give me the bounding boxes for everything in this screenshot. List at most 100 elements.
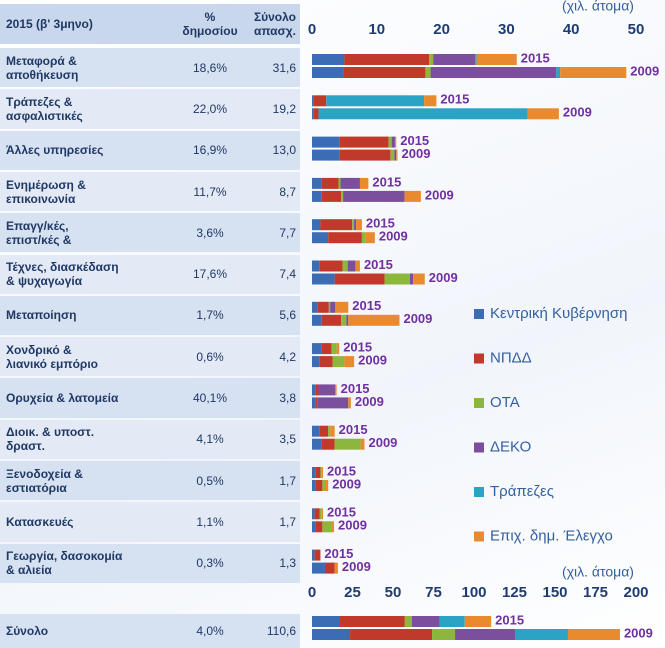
- year-label: 2015: [352, 298, 381, 313]
- bar-segment: [340, 616, 405, 627]
- legend-swatch: [474, 309, 484, 319]
- sector-name: Μεταποίηση: [6, 308, 77, 323]
- bar-segment: [324, 480, 329, 491]
- year-label: 2015: [327, 505, 356, 520]
- bar-segment: [314, 549, 321, 561]
- bar-segment: [439, 616, 465, 627]
- public-share: 1,1%: [196, 514, 224, 529]
- year-label: 2009: [358, 353, 387, 368]
- bar-segment: [312, 136, 340, 148]
- bar-segment: [328, 232, 362, 244]
- legend-label: Τράπεζες: [490, 483, 554, 500]
- year-label: 2015: [343, 340, 372, 355]
- legend-label: Κεντρική Κυβέρνηση: [490, 305, 628, 322]
- bar-segment: [339, 149, 391, 161]
- bar-segment: [464, 616, 492, 627]
- year-label: 2009: [563, 105, 592, 120]
- bar-segment: [384, 273, 410, 285]
- year-label: 2009: [338, 518, 367, 533]
- bar-segment: [319, 425, 329, 437]
- x-tick-label: 100: [461, 584, 486, 601]
- bar-segment: [342, 260, 348, 272]
- legend-label: ΟΤΑ: [490, 394, 520, 411]
- year-label: 2015: [364, 257, 393, 272]
- x-tick-label: 25: [344, 584, 361, 601]
- bar-segment: [394, 149, 397, 161]
- bar-segment: [354, 219, 357, 231]
- x-tick-label: 175: [583, 584, 608, 601]
- total-employment: 3,5: [279, 432, 296, 447]
- bar-segment: [312, 232, 329, 244]
- bar-segment: [317, 301, 329, 313]
- row-background: [0, 378, 300, 418]
- bar-segment: [360, 438, 365, 450]
- public-share: 40,1%: [192, 391, 228, 406]
- bar-segment: [312, 356, 320, 368]
- bar-segment: [527, 108, 559, 120]
- public-share: 22,0%: [192, 101, 228, 116]
- bar-segment: [404, 190, 421, 202]
- bar-segment: [340, 177, 360, 189]
- bar-segment: [330, 425, 335, 437]
- year-label: 2015: [440, 92, 469, 107]
- bar-segment: [455, 629, 515, 640]
- bar-segment: [321, 190, 342, 202]
- bar-segment: [475, 54, 477, 65]
- bar-segment: [361, 232, 366, 244]
- row-background: [0, 254, 300, 294]
- year-label: 2009: [630, 63, 659, 78]
- total-employment: 5,6: [279, 308, 296, 323]
- legend-swatch: [474, 531, 484, 542]
- bar-segment: [430, 67, 557, 78]
- x-tick-label: 50: [385, 584, 402, 601]
- bar-segment: [312, 480, 316, 491]
- year-label: 2009: [332, 476, 361, 491]
- bar-segment: [315, 521, 323, 533]
- bar-segment: [312, 260, 320, 272]
- bar-segment: [331, 343, 337, 355]
- year-label: 2015: [521, 50, 550, 65]
- bar-segment: [321, 467, 324, 478]
- total-employment: 7,4: [279, 267, 296, 282]
- total-employment: 7,7: [279, 225, 296, 240]
- bar-segment: [394, 136, 397, 148]
- bar-segment: [314, 508, 320, 520]
- bar-segment: [315, 467, 321, 478]
- bar-segment: [433, 54, 476, 65]
- bar-segment: [432, 629, 456, 640]
- bar-segment: [352, 219, 355, 231]
- bar-segment: [356, 219, 362, 231]
- bar-segment: [476, 54, 517, 65]
- total-employment: 4,2: [279, 349, 296, 364]
- bar-segment: [312, 301, 318, 313]
- year-label: 2009: [403, 311, 432, 326]
- bar-segment: [318, 384, 336, 396]
- bar-segment: [313, 108, 319, 120]
- public-share: 4,1%: [196, 432, 224, 447]
- legend-label: ΝΠΔΔ: [490, 349, 532, 366]
- sector-name: Τέχνες, διασκέδαση & ψυχαγωγία: [6, 260, 119, 289]
- bar-segment: [424, 95, 437, 107]
- bar-segment: [319, 356, 333, 368]
- bar-segment: [319, 508, 322, 520]
- bar-segment: [312, 67, 344, 78]
- x-tick-label: 200: [623, 584, 648, 601]
- x-tick-label: 0: [308, 584, 316, 601]
- bar-segment: [321, 508, 324, 520]
- public-share: 4,0%: [196, 624, 224, 638]
- public-share: 0,5%: [196, 473, 224, 488]
- bar-segment: [348, 397, 351, 409]
- bar-segment: [425, 67, 431, 78]
- public-share: 18,6%: [192, 60, 228, 75]
- total-employment: Σύνολο απασχ.: [253, 10, 296, 38]
- bar-segment: [322, 480, 325, 491]
- bar-segment: [334, 273, 385, 285]
- sector-name: Χονδρικό & λιανικό εμπόριο: [6, 342, 98, 371]
- year-label: 2015: [400, 133, 429, 148]
- year-label: 2015: [327, 463, 356, 478]
- bar-segment: [315, 480, 323, 491]
- row-background: [0, 213, 300, 253]
- bar-segment: [312, 438, 322, 450]
- sector-name: Ενημέρωση & επικοινωνία: [6, 177, 86, 206]
